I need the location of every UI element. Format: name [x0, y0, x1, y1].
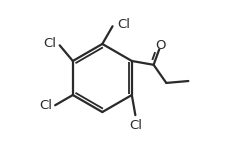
- Text: Cl: Cl: [44, 37, 57, 50]
- Text: Cl: Cl: [39, 99, 52, 112]
- Text: Cl: Cl: [129, 119, 142, 132]
- Text: Cl: Cl: [117, 18, 130, 31]
- Text: O: O: [155, 39, 165, 52]
